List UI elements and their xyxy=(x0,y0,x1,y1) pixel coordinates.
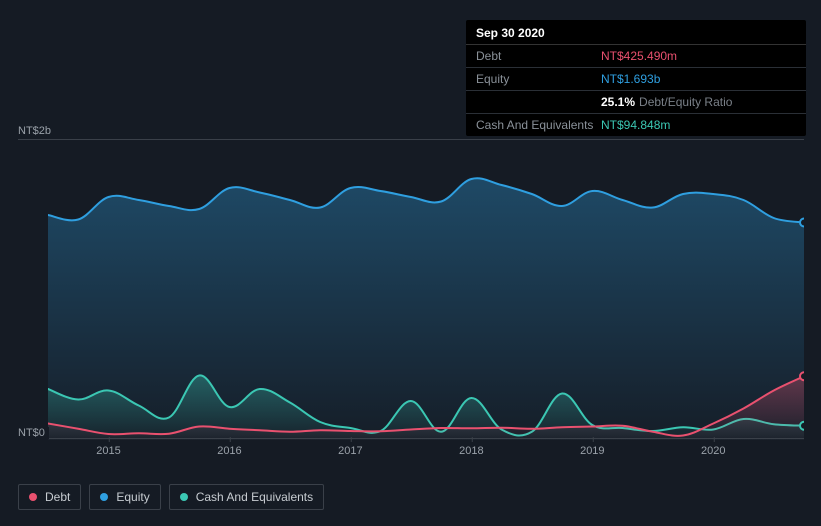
tooltip-row-ratio: 25.1% Debt/Equity Ratio xyxy=(466,91,806,114)
ratio-text: Debt/Equity Ratio xyxy=(639,95,732,109)
x-tick: 2019 xyxy=(580,445,604,457)
ratio-pct: 25.1% xyxy=(601,95,635,109)
x-tick: 2016 xyxy=(217,445,241,457)
tooltip-date: Sep 30 2020 xyxy=(466,20,806,45)
chart-svg xyxy=(48,140,804,440)
tooltip-label: Debt xyxy=(476,49,601,63)
tooltip-value: NT$1.693b xyxy=(601,72,796,86)
chart-plot[interactable]: NT$0 xyxy=(18,139,804,439)
legend-item-cash[interactable]: Cash And Equivalents xyxy=(169,484,324,510)
tooltip-value: 25.1% Debt/Equity Ratio xyxy=(601,95,796,109)
legend-label: Debt xyxy=(45,490,70,504)
legend-label: Cash And Equivalents xyxy=(196,490,313,504)
x-tick: 2017 xyxy=(338,445,362,457)
legend-dot-icon xyxy=(29,493,37,501)
legend-dot-icon xyxy=(100,493,108,501)
tooltip-value: NT$425.490m xyxy=(601,49,796,63)
baseline xyxy=(18,438,804,439)
x-tick: 2018 xyxy=(459,445,483,457)
legend-item-equity[interactable]: Equity xyxy=(89,484,160,510)
x-tick: 2015 xyxy=(96,445,120,457)
legend-item-debt[interactable]: Debt xyxy=(18,484,81,510)
legend-label: Equity xyxy=(116,490,149,504)
tooltip-row-debt: Debt NT$425.490m xyxy=(466,45,806,68)
x-tick: 2020 xyxy=(701,445,725,457)
tooltip-panel: Sep 30 2020 Debt NT$425.490m Equity NT$1… xyxy=(466,20,806,136)
chart-container: NT$2b NT$0 2015 2016 2017 2018 2019 2020 xyxy=(18,125,804,465)
y-axis-bottom-label: NT$0 xyxy=(18,427,49,439)
y-axis-top-label: NT$2b xyxy=(18,125,804,137)
tooltip-row-equity: Equity NT$1.693b xyxy=(466,68,806,91)
legend: Debt Equity Cash And Equivalents xyxy=(18,484,324,510)
tooltip-label: Equity xyxy=(476,72,601,86)
tooltip-label xyxy=(476,95,601,109)
legend-dot-icon xyxy=(180,493,188,501)
x-axis: 2015 2016 2017 2018 2019 2020 xyxy=(18,445,804,465)
